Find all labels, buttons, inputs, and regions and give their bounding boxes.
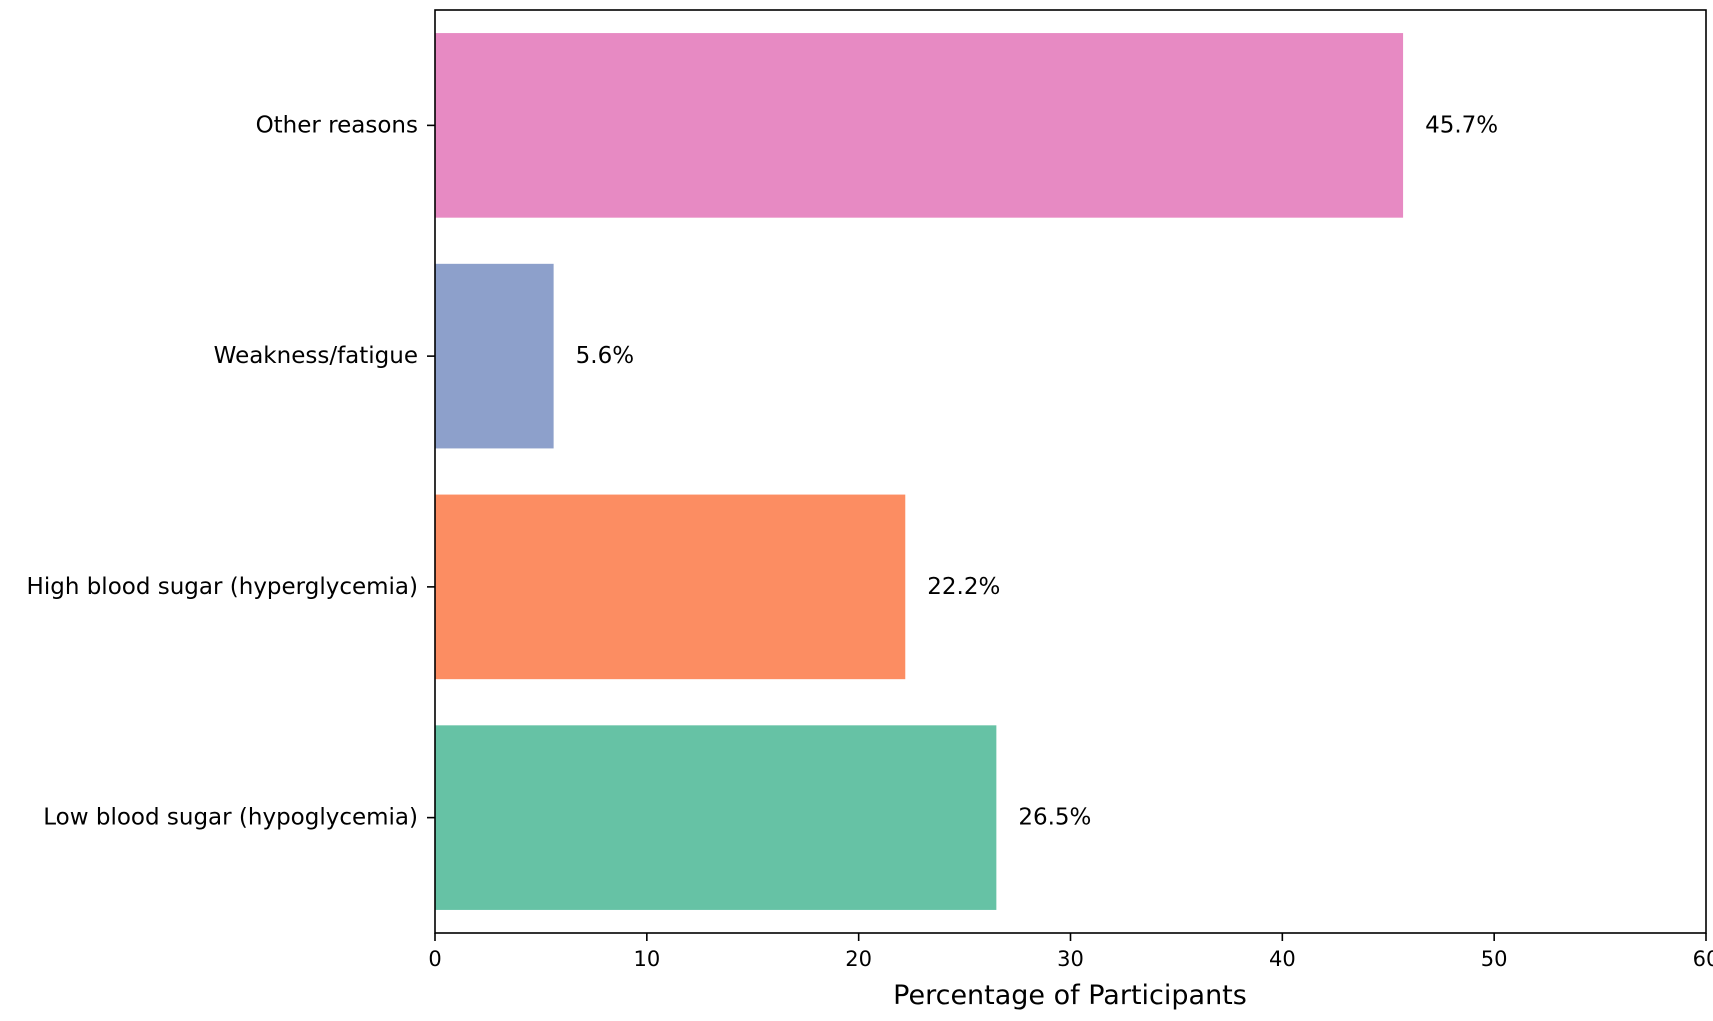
bar	[435, 494, 906, 680]
x-tick-label: 50	[1481, 947, 1508, 971]
y-tick-label: Low blood sugar (hypoglycemia)	[43, 805, 418, 831]
bar	[435, 263, 554, 449]
x-tick-label: 20	[845, 947, 872, 971]
bar-value-label: 26.5%	[1018, 805, 1091, 831]
bar-value-label: 5.6%	[576, 343, 634, 369]
x-ticks-layer: 0 10 20 30 40 50 60	[428, 933, 1713, 971]
x-tick-label: 40	[1269, 947, 1296, 971]
bar-value-label: 22.2%	[927, 574, 1000, 600]
bar	[435, 33, 1404, 218]
x-tick-label: 10	[633, 947, 660, 971]
bar	[435, 725, 997, 910]
value-labels-layer: 26.5% 22.2% 5.6% 45.7%	[576, 112, 1499, 830]
y-tick-label: Weakness/fatigue	[214, 343, 418, 369]
x-tick-label: 0	[428, 947, 441, 971]
bar-value-label: 45.7%	[1425, 112, 1498, 138]
bars-layer	[435, 33, 1404, 910]
x-tick-label: 30	[1057, 947, 1084, 971]
x-tick-label: 60	[1693, 947, 1713, 971]
y-ticks-layer: Low blood sugar (hypoglycemia) High blood…	[27, 112, 435, 831]
x-axis-title: Percentage of Participants	[893, 980, 1247, 1011]
y-tick-label: Other reasons	[256, 112, 418, 138]
y-tick-label: High blood sugar (hyperglycemia)	[27, 574, 418, 600]
